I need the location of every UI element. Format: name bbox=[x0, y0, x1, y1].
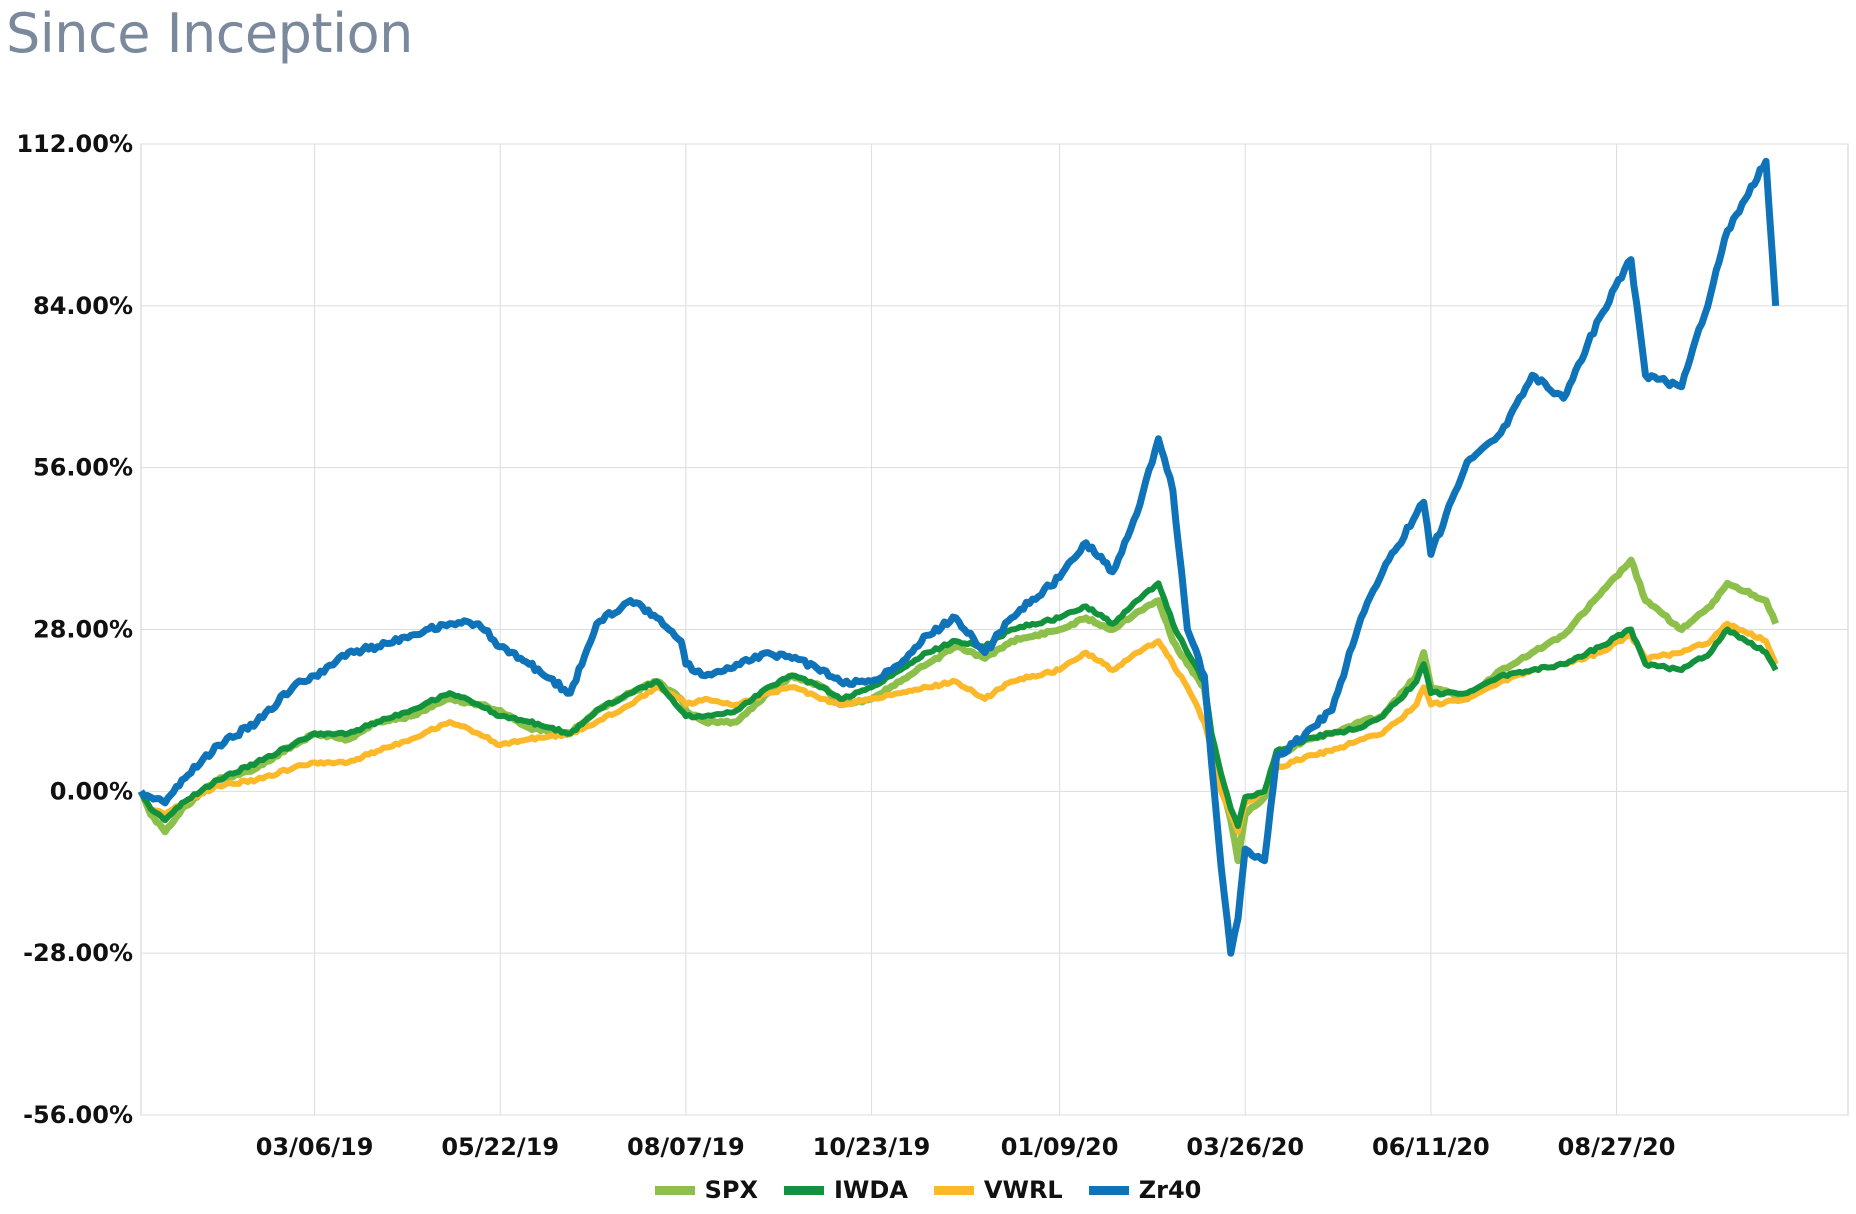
x-tick-label: 08/27/20 bbox=[1558, 1133, 1676, 1161]
grid-lines bbox=[140, 143, 1849, 1116]
x-tick-label: 06/11/20 bbox=[1372, 1133, 1490, 1161]
legend-swatch bbox=[654, 1185, 695, 1195]
x-tick-label: 10/23/19 bbox=[813, 1133, 931, 1161]
y-tick-label: 0.00% bbox=[50, 777, 133, 805]
series-line-spx bbox=[137, 556, 1779, 865]
y-tick-label: 112.00% bbox=[16, 130, 133, 158]
x-tick-label: 08/07/19 bbox=[627, 1133, 745, 1161]
y-tick-label: 84.00% bbox=[33, 292, 133, 320]
legend-label: VWRL bbox=[983, 1176, 1063, 1204]
legend-swatch bbox=[1088, 1185, 1129, 1195]
y-tick-label: -28.00% bbox=[23, 939, 133, 967]
x-tick-label: 01/09/20 bbox=[1001, 1133, 1119, 1161]
legend-swatch bbox=[784, 1185, 824, 1195]
y-axis-ticks: 112.00% 84.00% 56.00% 28.00% 0.00% -28.00% -56… bbox=[16, 130, 133, 1129]
legend-item-vwrl[interactable]: VWRL bbox=[933, 1176, 1063, 1204]
legend-label: IWDA bbox=[834, 1176, 908, 1204]
legend-item-zr40[interactable]: Zr40 bbox=[1088, 1176, 1202, 1204]
chart-title: Since Inception bbox=[6, 2, 413, 65]
legend-item-iwda[interactable]: IWDA bbox=[784, 1176, 908, 1204]
chart-legend: SPX IWDA VWRL Zr40 bbox=[0, 1176, 1856, 1204]
legend-swatch bbox=[933, 1185, 974, 1195]
x-tick-label: 03/06/19 bbox=[256, 1133, 374, 1161]
y-tick-label: 28.00% bbox=[33, 616, 133, 644]
series-line-zr40 bbox=[138, 157, 1780, 957]
x-tick-label: 03/26/20 bbox=[1186, 1133, 1304, 1161]
y-tick-label: -56.00% bbox=[23, 1101, 133, 1129]
series-line-iwda bbox=[138, 580, 1779, 829]
series-line-vwrl bbox=[138, 620, 1779, 835]
legend-item-spx[interactable]: SPX bbox=[654, 1176, 758, 1204]
x-axis-ticks: 03/06/19 05/22/19 08/07/19 10/23/19 01/09/20… bbox=[256, 1133, 1676, 1161]
legend-label: SPX bbox=[704, 1176, 758, 1204]
series-lines bbox=[137, 157, 1780, 957]
y-tick-label: 56.00% bbox=[33, 454, 133, 482]
x-tick-label: 05/22/19 bbox=[441, 1133, 559, 1161]
legend-label: Zr40 bbox=[1138, 1176, 1202, 1204]
